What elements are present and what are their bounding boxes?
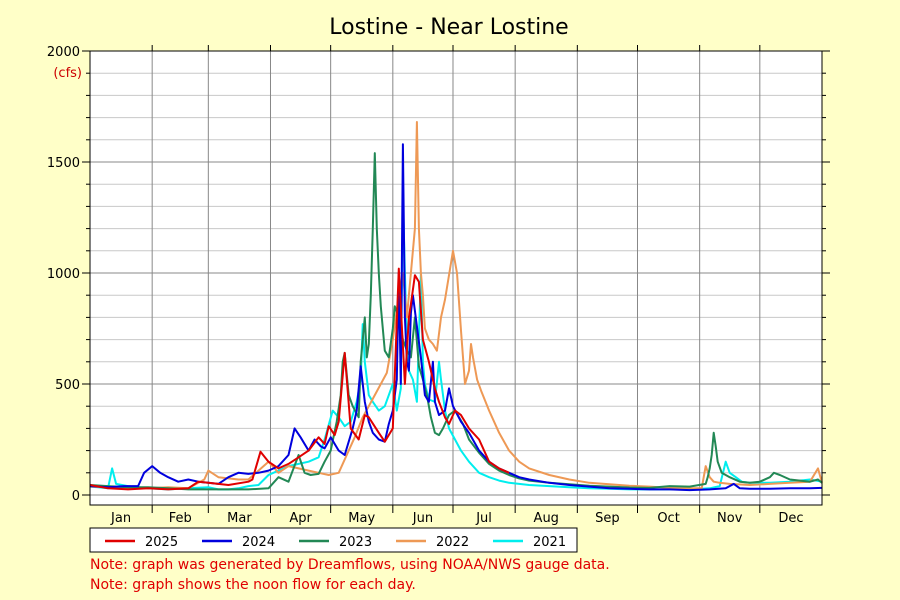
- note-noon-flow: Note: graph shows the noon flow for each…: [90, 577, 416, 593]
- series-layer: [89, 121, 823, 492]
- plot-area: [90, 51, 822, 505]
- y-tick-label: 1000: [47, 267, 80, 282]
- y-tick-label: 1500: [47, 156, 80, 171]
- legend-label-2025: 2025: [145, 535, 178, 550]
- x-tick-label-dec: Dec: [778, 511, 803, 526]
- legend-label-2023: 2023: [339, 535, 372, 550]
- series-line-2023: [89, 152, 823, 491]
- plot-frame: [89, 50, 823, 506]
- x-axis: Jan Feb Mar Apr May Jun Jul Aug Sep Oct Nov Dec: [110, 45, 803, 526]
- legend-label-2022: 2022: [436, 535, 469, 550]
- y-tick-label: 0: [72, 489, 80, 504]
- x-tick-label-apr: Apr: [289, 511, 312, 526]
- x-tick-label-sep: Sep: [595, 511, 620, 526]
- y-tick-label: 2000: [47, 45, 80, 60]
- x-tick-label-jun: Jun: [412, 511, 433, 526]
- y-axis: 0 500 1000 1500 2000: [47, 45, 830, 504]
- grid: [90, 50, 822, 505]
- x-tick-label-feb: Feb: [169, 511, 192, 526]
- legend-label-2021: 2021: [533, 535, 566, 550]
- x-tick-label-mar: Mar: [227, 511, 252, 526]
- y-tick-label: 500: [55, 378, 80, 393]
- x-tick-label-may: May: [348, 511, 375, 526]
- x-tick-label-aug: Aug: [534, 511, 559, 526]
- x-tick-label-jan: Jan: [110, 511, 131, 526]
- note-data-source: Note: graph was generated by Dreamflows,…: [90, 557, 610, 573]
- chart-title: Lostine - Near Lostine: [329, 15, 568, 40]
- series-line-2024: [89, 143, 823, 492]
- y-axis-unit-label: (cfs): [53, 66, 82, 81]
- legend: 2025 2024 2023 2022 2021: [89, 527, 578, 553]
- legend-label-2024: 2024: [242, 535, 275, 550]
- x-tick-label-oct: Oct: [657, 511, 679, 526]
- series-line-2025: [89, 267, 510, 491]
- x-tick-label-jul: Jul: [475, 511, 492, 526]
- x-tick-label-nov: Nov: [717, 511, 743, 526]
